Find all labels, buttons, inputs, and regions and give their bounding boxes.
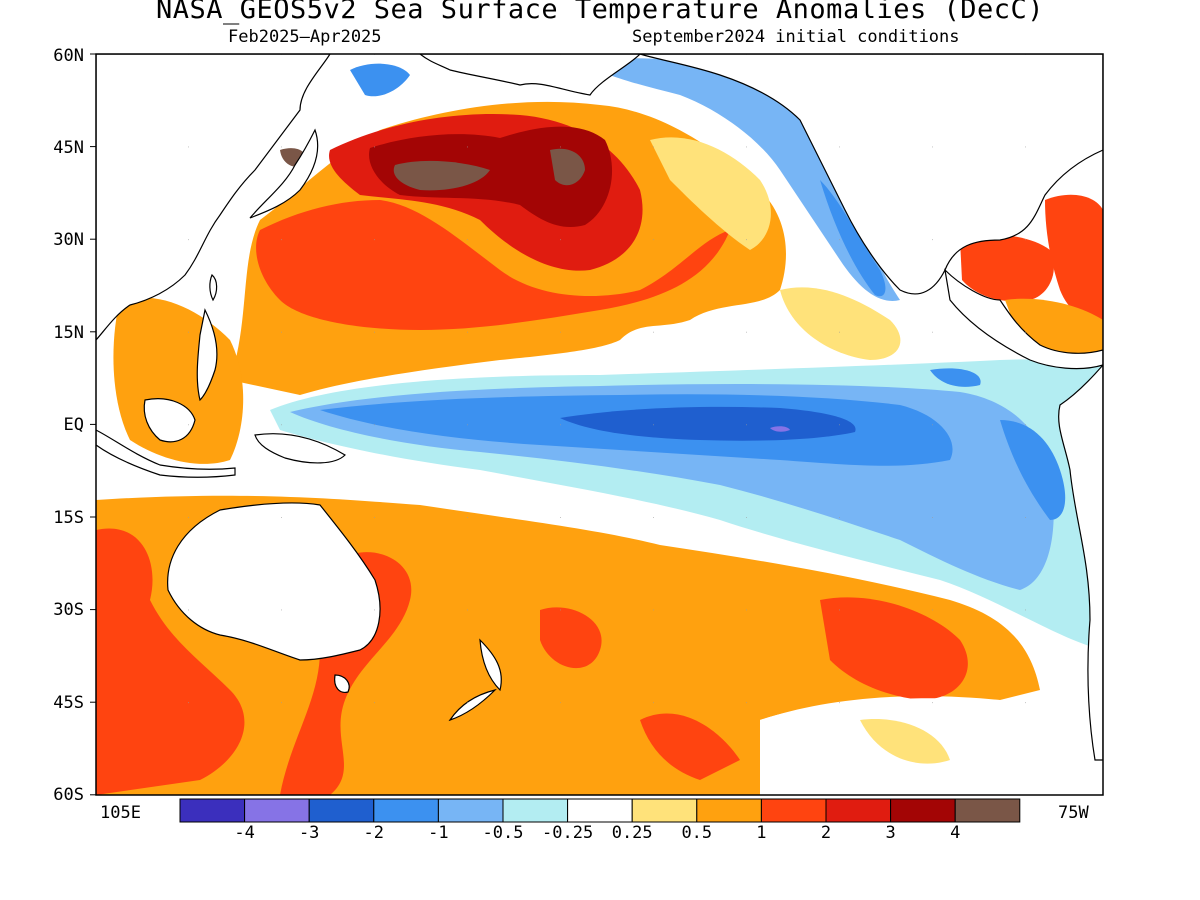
colorbar-swatch — [760, 798, 827, 823]
colorbar-swatch — [567, 798, 633, 823]
lon-label-left: 105E — [100, 803, 141, 823]
colorbar-label: -0.5 — [482, 823, 524, 843]
colorbar-swatch — [179, 798, 246, 823]
lat-label-eq: EQ — [63, 415, 84, 435]
colorbar-label: -1 — [428, 823, 449, 843]
colorbar-label: -2 — [363, 823, 385, 843]
colorbar-swatch — [308, 798, 375, 823]
lat-label-30n: 30N — [53, 230, 84, 250]
map-title: NASA_GEOS5v2 Sea Surface Temperature Ano… — [155, 0, 1045, 25]
colorbar-label: 0.5 — [681, 823, 713, 843]
colorbar-swatch — [954, 798, 1021, 823]
lat-label-30s: 30S — [53, 600, 84, 620]
colorbar-swatch — [502, 798, 569, 823]
colorbar-swatch — [631, 798, 698, 823]
colorbar-swatch — [244, 798, 310, 823]
lat-label-15n: 15N — [53, 323, 84, 343]
lat-label-45s: 45S — [53, 693, 84, 713]
colorbar-swatch — [825, 798, 892, 823]
colorbar-label: 4 — [950, 823, 961, 843]
lat-label-60n: 60N — [53, 46, 84, 66]
colorbar-label: -0.25 — [542, 823, 594, 843]
lat-label-45n: 45N — [53, 138, 84, 158]
forecast-period: Feb2025—Apr2025 — [228, 27, 382, 47]
lat-label-60s: 60S — [53, 785, 84, 805]
initial-conditions: September2024 initial conditions — [632, 27, 960, 47]
colorbar — [179, 798, 1021, 823]
latitude-ticks — [90, 53, 96, 796]
colorbar-swatch — [437, 798, 504, 823]
colorbar-label: -3 — [298, 823, 320, 843]
colorbar-swatch — [696, 798, 762, 823]
colorbar-label: 2 — [820, 823, 832, 843]
colorbar-label: 1 — [756, 823, 767, 843]
colorbar-label: 0.25 — [611, 823, 653, 843]
colorbar-swatch — [373, 798, 439, 823]
lat-label-15s: 15S — [53, 508, 84, 528]
lon-label-right: 75W — [1058, 803, 1089, 823]
colorbar-swatch — [890, 798, 956, 823]
graticule-dots — [96, 54, 1103, 795]
colorbar-label: -4 — [234, 823, 255, 843]
colorbar-label: 3 — [885, 823, 896, 843]
